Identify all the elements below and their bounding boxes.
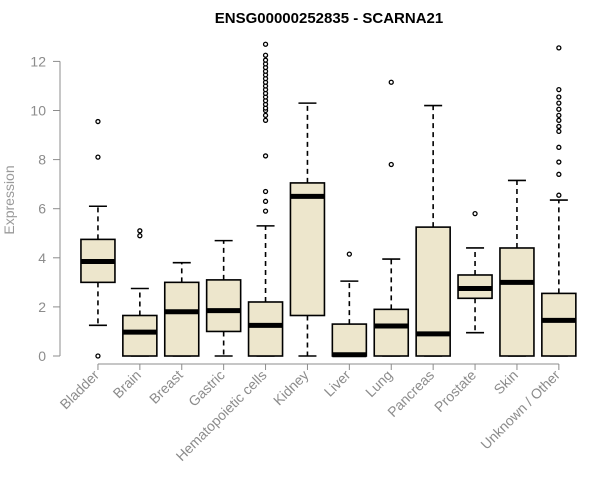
- outlier-point: [262, 188, 269, 195]
- box-iqr: [415, 226, 451, 357]
- y-tick-label: 6: [38, 201, 46, 217]
- outlier-point: [556, 112, 562, 119]
- outlier-point: [262, 198, 269, 204]
- box-group: [163, 261, 200, 357]
- outlier-point: [556, 100, 562, 106]
- box-iqr: [373, 308, 410, 357]
- box-group: [331, 251, 368, 358]
- box-group: [373, 79, 410, 357]
- x-tick-label: Pancreas: [384, 367, 437, 420]
- outlier-point: [262, 153, 269, 159]
- box-group: [499, 179, 535, 357]
- outlier-point: [556, 159, 562, 165]
- y-tick-label: 8: [38, 152, 46, 168]
- outlier-point: [472, 210, 478, 217]
- box-series: [80, 41, 577, 359]
- y-axis-label: Expression: [1, 165, 17, 234]
- box-group: [205, 239, 242, 357]
- outlier-point: [262, 41, 269, 47]
- outlier-point: [556, 45, 562, 51]
- box-group: [415, 104, 451, 357]
- outlier-point: [388, 161, 394, 168]
- box-group: [80, 118, 116, 359]
- outlier-point: [556, 94, 562, 100]
- box-iqr: [499, 247, 535, 357]
- x-tick-label: Lung: [362, 367, 395, 400]
- outlier-point: [262, 208, 269, 214]
- outlier-point: [137, 228, 143, 234]
- outlier-point: [95, 154, 101, 160]
- y-tick-label: 12: [30, 53, 46, 69]
- box-iqr: [247, 301, 284, 357]
- outlier-point: [556, 128, 562, 135]
- x-tick-label: Brain: [110, 367, 144, 401]
- y-axis: 0 2 4 6 8 10 12: [30, 53, 61, 364]
- y-tick-label: 10: [30, 103, 46, 119]
- x-tick-label: Liver: [321, 367, 354, 400]
- x-tick-label: Kidney: [270, 367, 312, 409]
- box-group: [457, 210, 493, 334]
- box-iqr: [289, 182, 326, 317]
- y-tick-label: 2: [38, 299, 46, 315]
- outlier-point: [137, 233, 143, 239]
- x-tick-label: Unknown / Other: [477, 367, 563, 453]
- outlier-point: [556, 123, 562, 130]
- box-iqr: [205, 279, 242, 333]
- x-tick-label: Prostate: [431, 367, 479, 415]
- outlier-point: [95, 118, 101, 125]
- outlier-point: [262, 112, 269, 119]
- chart-title: ENSG00000252835 - SCARNA21: [215, 10, 443, 27]
- outlier-point: [346, 251, 353, 257]
- outlier-point: [556, 144, 562, 150]
- box-group: [247, 41, 284, 357]
- x-tick-label: Skin: [491, 367, 522, 398]
- box-group: [289, 102, 326, 357]
- box-iqr: [122, 314, 158, 357]
- outlier-point: [262, 57, 269, 63]
- outlier-point: [556, 171, 562, 177]
- outlier-point: [556, 117, 562, 123]
- box-iqr: [331, 323, 368, 357]
- box-iqr: [541, 292, 577, 357]
- outlier-point: [95, 353, 101, 359]
- outlier-point: [262, 52, 269, 58]
- x-tick-label: Breast: [146, 367, 186, 407]
- box-group: [122, 228, 158, 357]
- outlier-point: [262, 117, 269, 123]
- outlier-point: [556, 192, 562, 198]
- box-group: [541, 45, 577, 357]
- outlier-point: [556, 86, 562, 93]
- x-tick-label: Bladder: [57, 367, 103, 413]
- outlier-point: [556, 106, 562, 112]
- y-tick-label: 4: [38, 250, 46, 266]
- box-iqr: [163, 281, 200, 357]
- outlier-point: [388, 79, 394, 85]
- y-tick-label: 0: [38, 348, 46, 364]
